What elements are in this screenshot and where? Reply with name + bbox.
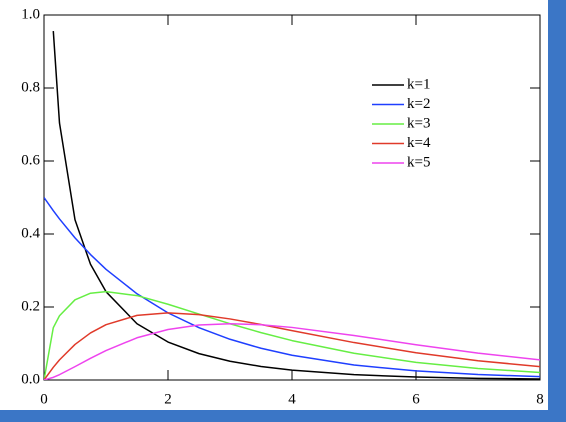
series-line bbox=[44, 312, 540, 380]
x-tick-label: 0 bbox=[40, 391, 48, 407]
legend-label: k=5 bbox=[407, 154, 430, 170]
series-line bbox=[52, 31, 540, 380]
x-tick-label: 6 bbox=[412, 391, 420, 407]
y-tick-label: 0.2 bbox=[21, 298, 40, 314]
y-tick-label: 0.4 bbox=[21, 225, 40, 241]
series-line bbox=[44, 322, 540, 380]
y-tick-label: 0.0 bbox=[21, 371, 40, 387]
series-line bbox=[44, 197, 540, 378]
figure-background bbox=[0, 0, 548, 410]
series-line bbox=[44, 290, 540, 380]
legend-label: k=4 bbox=[407, 135, 431, 151]
legend-label: k=3 bbox=[407, 115, 430, 131]
x-tick-label: 8 bbox=[536, 391, 544, 407]
y-tick-label: 1.0 bbox=[21, 6, 40, 22]
legend-label: k=1 bbox=[407, 76, 430, 92]
x-tick-label: 4 bbox=[288, 391, 296, 407]
plot-lines bbox=[44, 31, 540, 380]
y-tick-label: 0.6 bbox=[21, 152, 40, 168]
y-tick-label: 0.8 bbox=[21, 79, 40, 95]
x-tick-label: 2 bbox=[164, 391, 172, 407]
legend-label: k=2 bbox=[407, 96, 430, 112]
